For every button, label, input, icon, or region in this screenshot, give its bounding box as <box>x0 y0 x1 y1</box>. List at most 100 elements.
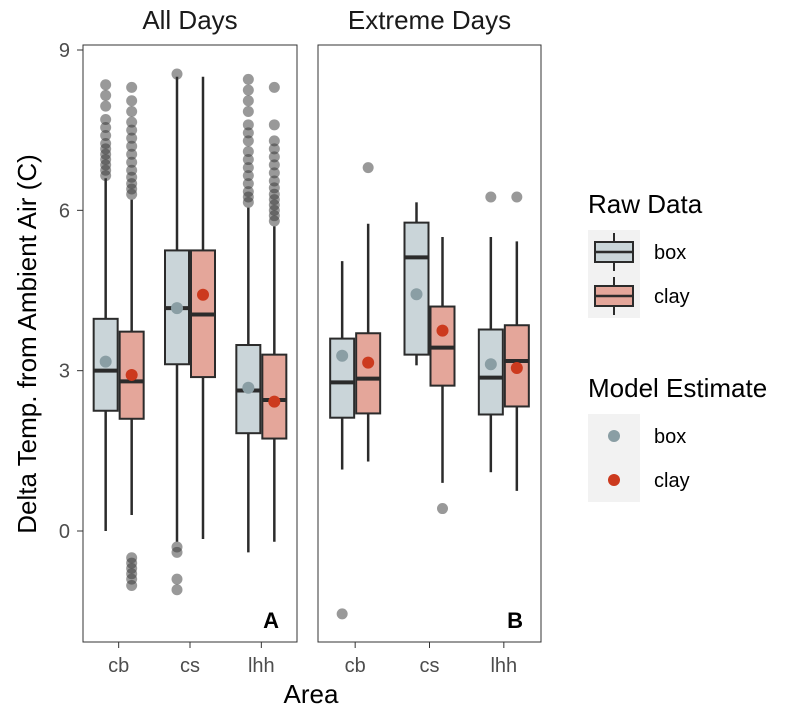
outlier-point <box>242 84 254 96</box>
boxplot-cs-box <box>403 202 430 366</box>
outlier-point <box>242 127 254 139</box>
legend-model-keys <box>608 430 620 486</box>
outlier-point <box>126 140 138 152</box>
legend-label-model-clay: clay <box>654 470 690 492</box>
model-estimate-point <box>197 288 209 301</box>
outlier-point <box>126 124 138 136</box>
plot-area: 0 3 6 9 All Days Acb cs lhh Extreme Days Bcb cs lhh <box>59 5 542 677</box>
boxplot-cb-clay <box>355 162 382 462</box>
outlier-point <box>100 121 112 133</box>
x-tick-label: cb <box>108 655 129 677</box>
boxplot-lhh-clay <box>503 191 530 491</box>
legend-key-background <box>588 414 640 502</box>
legend-label-box: box <box>654 242 686 264</box>
boxplot-cb-box <box>92 79 119 531</box>
model-estimate-point <box>336 349 349 362</box>
boxplot-cs-clay <box>429 237 456 515</box>
legend-raw-keys <box>594 233 634 315</box>
outlier-point <box>242 178 254 190</box>
legend-key-point-clay <box>608 474 620 486</box>
boxplot-cb-clay <box>118 81 145 592</box>
model-estimate-point <box>242 381 255 394</box>
x-tick-label: lhh <box>490 655 517 677</box>
outlier-point <box>126 156 138 168</box>
outlier-point <box>268 151 280 163</box>
outlier-point <box>100 130 112 142</box>
outlier-point <box>171 584 183 596</box>
outlier-point <box>336 608 348 620</box>
panel-all-days: All Days Acb cs lhh <box>82 5 298 677</box>
legend: Raw Data box clay Model Estimate box cla… <box>588 189 767 502</box>
model-estimate-point <box>436 324 449 337</box>
outlier-point <box>126 116 138 128</box>
legend-label-clay: clay <box>654 286 690 308</box>
outlier-point <box>126 164 138 176</box>
outlier-point <box>242 146 254 158</box>
outlier-point <box>242 162 254 174</box>
outlier-point <box>171 573 183 585</box>
x-tick-label: lhh <box>248 655 275 677</box>
boxplot-lhh-box <box>477 191 504 473</box>
outlier-point <box>511 191 523 203</box>
legend-title-model-estimate: Model Estimate <box>588 373 767 403</box>
box <box>355 332 382 415</box>
boxplot-cs-clay <box>190 76 216 540</box>
y-tick-label: 0 <box>59 521 70 543</box>
boxplot-lhh-box <box>235 73 262 553</box>
y-tick-label: 6 <box>59 200 70 222</box>
model-estimate-point <box>125 368 138 381</box>
outlier-point <box>268 175 280 187</box>
outlier-point <box>126 132 138 144</box>
outlier-point <box>362 162 374 174</box>
outlier-point <box>242 105 254 117</box>
model-estimate-point <box>510 361 523 374</box>
outlier-point <box>242 170 254 182</box>
outlier-point <box>100 100 112 112</box>
model-estimate-point <box>268 395 281 408</box>
outlier-point <box>242 154 254 166</box>
outlier-point <box>100 113 112 125</box>
outlier-point <box>242 186 254 198</box>
outlier-point <box>242 135 254 147</box>
x-tick-label: cb <box>345 655 366 677</box>
panel-tag: B <box>507 608 523 633</box>
model-estimate-point <box>171 302 183 315</box>
y-tick-label: 3 <box>59 361 70 383</box>
x-axis-title: Area <box>284 679 339 709</box>
model-estimate-point <box>99 355 112 368</box>
outlier-point <box>268 135 280 147</box>
x-tick-label: cs <box>180 655 200 677</box>
outlier-point <box>171 68 183 80</box>
outlier-point <box>126 552 138 564</box>
outlier-point <box>242 119 254 131</box>
outlier-point <box>268 167 280 179</box>
facet-label: Extreme Days <box>348 5 511 35</box>
y-tick-label: 9 <box>59 40 70 62</box>
panel-tag: A <box>263 608 279 633</box>
outlier-point <box>485 191 497 203</box>
facet-label: All Days <box>142 5 237 35</box>
outlier-point <box>126 81 138 93</box>
outlier-point <box>171 541 183 553</box>
legend-title-raw-data: Raw Data <box>588 189 703 219</box>
panel-extreme-days: Extreme Days Bcb cs lhh <box>317 5 542 677</box>
outlier-point <box>242 73 254 85</box>
outlier-point <box>268 159 280 171</box>
boxplot-cb-box <box>329 261 356 620</box>
outlier-point <box>242 95 254 107</box>
outlier-point <box>100 79 112 91</box>
y-axis-title: Delta Temp. from Ambient Air (C) <box>12 154 42 534</box>
outlier-point <box>268 119 280 131</box>
outlier-point <box>268 81 280 93</box>
model-estimate-point <box>484 358 497 371</box>
legend-label-model-box: box <box>654 426 686 448</box>
model-estimate-point <box>362 356 375 369</box>
outlier-point <box>100 138 112 150</box>
model-estimate-point <box>410 288 423 301</box>
outlier-point <box>126 95 138 107</box>
boxplot-lhh-clay <box>261 81 288 542</box>
legend-key-point-box <box>608 430 620 442</box>
outlier-point <box>126 148 138 160</box>
box <box>477 328 504 416</box>
